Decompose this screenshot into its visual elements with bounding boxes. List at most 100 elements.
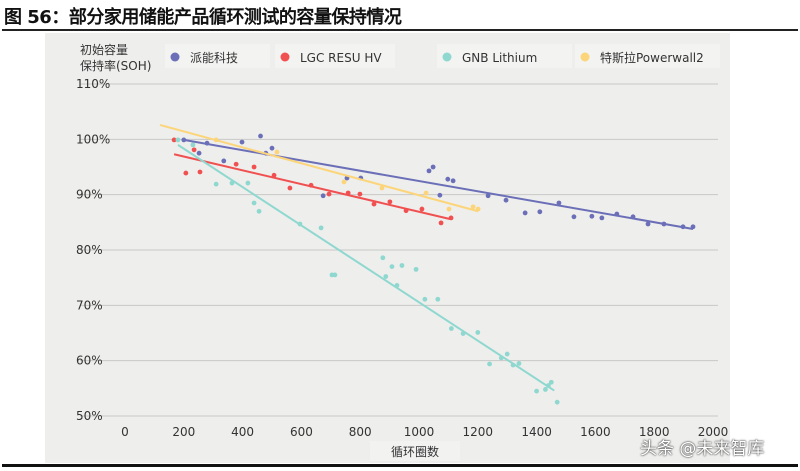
data-point <box>661 221 667 227</box>
data-point <box>498 355 504 361</box>
data-point <box>475 330 481 335</box>
x-tick-label: 1400 <box>521 425 552 439</box>
data-point <box>516 361 522 366</box>
data-point <box>274 149 280 155</box>
legend-label: 特斯拉Powerwall2 <box>600 50 704 65</box>
data-point <box>380 255 386 261</box>
data-point <box>485 193 491 199</box>
x-tick-label: 1000 <box>404 425 435 439</box>
data-point <box>341 179 347 185</box>
y-tick-label: 80% <box>76 243 103 257</box>
y-axis-title: 初始容量 <box>80 42 128 57</box>
data-point <box>504 351 510 357</box>
data-point <box>690 224 696 230</box>
data-point <box>181 137 187 143</box>
watermark: 头条 @未来智库 <box>640 439 765 459</box>
data-point <box>183 170 189 176</box>
data-point <box>426 168 432 174</box>
data-point <box>345 190 351 196</box>
x-tick-label: 400 <box>231 425 254 439</box>
data-point <box>213 137 219 143</box>
data-point <box>251 164 257 170</box>
data-point <box>445 176 451 182</box>
data-point <box>297 221 303 227</box>
y-tick-label: 110% <box>76 77 110 91</box>
title-rule <box>2 29 798 31</box>
data-point <box>645 221 651 227</box>
data-point <box>475 206 481 212</box>
x-tick-label: 1600 <box>580 425 611 439</box>
data-point <box>510 362 516 368</box>
x-axis-title-bg <box>370 441 460 461</box>
legend-label: 派能科技 <box>190 51 238 65</box>
data-point <box>269 145 275 151</box>
data-point <box>213 181 219 187</box>
x-tick-label: 200 <box>172 425 195 439</box>
data-point <box>448 326 454 331</box>
data-point <box>548 379 554 385</box>
legend-marker <box>580 52 590 62</box>
data-point <box>413 266 419 272</box>
data-point <box>357 191 363 197</box>
trendline <box>177 144 555 392</box>
y-tick-label: 50% <box>76 409 103 423</box>
data-point <box>197 169 203 175</box>
data-point <box>437 192 443 198</box>
data-point <box>543 387 548 392</box>
data-point <box>419 206 425 212</box>
legend-item-bg <box>575 44 720 68</box>
data-point <box>221 158 227 164</box>
data-point <box>371 201 377 207</box>
data-point <box>545 383 551 388</box>
data-point <box>534 388 539 394</box>
data-point <box>175 137 181 143</box>
data-point <box>318 225 324 231</box>
data-point <box>422 296 428 302</box>
x-tick-label: 1800 <box>639 425 670 439</box>
data-point <box>450 178 456 184</box>
data-point <box>680 224 686 230</box>
y-tick-label: 70% <box>76 298 103 312</box>
data-point <box>251 200 257 206</box>
y-axis-title: 保持率(SOH) <box>80 58 151 73</box>
data-point <box>271 172 277 178</box>
data-point <box>470 204 476 210</box>
legend-item-bg <box>275 44 395 68</box>
data-point <box>233 161 239 167</box>
data-point <box>256 208 262 214</box>
data-point <box>326 191 332 197</box>
data-point <box>403 208 409 214</box>
data-point <box>320 193 326 199</box>
data-point <box>229 180 235 186</box>
legend-marker <box>170 52 180 62</box>
legend-marker <box>280 52 290 62</box>
y-tick-label: 90% <box>76 188 103 202</box>
data-point <box>332 272 338 278</box>
x-axis-title: 循环圈数 <box>391 444 439 459</box>
data-point <box>399 263 405 268</box>
data-point <box>435 296 441 302</box>
data-point <box>239 139 245 145</box>
legend-label: GNB Lithium <box>462 51 537 65</box>
legend-item-bg <box>437 44 572 68</box>
x-tick-label: 800 <box>349 425 372 439</box>
figure-title: 图 56：部分家用储能产品循环测试的容量保持情况 <box>4 7 402 28</box>
data-point <box>460 331 466 336</box>
data-point <box>589 213 595 219</box>
y-tick-label: 60% <box>76 354 103 368</box>
legend-marker <box>442 52 452 62</box>
chart-panel <box>45 33 730 463</box>
data-point <box>503 197 509 203</box>
data-point <box>204 140 210 146</box>
data-point <box>537 209 543 215</box>
data-point <box>554 399 560 405</box>
data-point <box>196 150 202 156</box>
trendline <box>159 123 479 213</box>
x-tick-label: 600 <box>290 425 313 439</box>
data-point <box>191 147 197 153</box>
data-point <box>308 182 314 188</box>
data-point <box>190 142 196 148</box>
data-point <box>614 211 620 217</box>
x-tick-label: 0 <box>121 425 129 439</box>
